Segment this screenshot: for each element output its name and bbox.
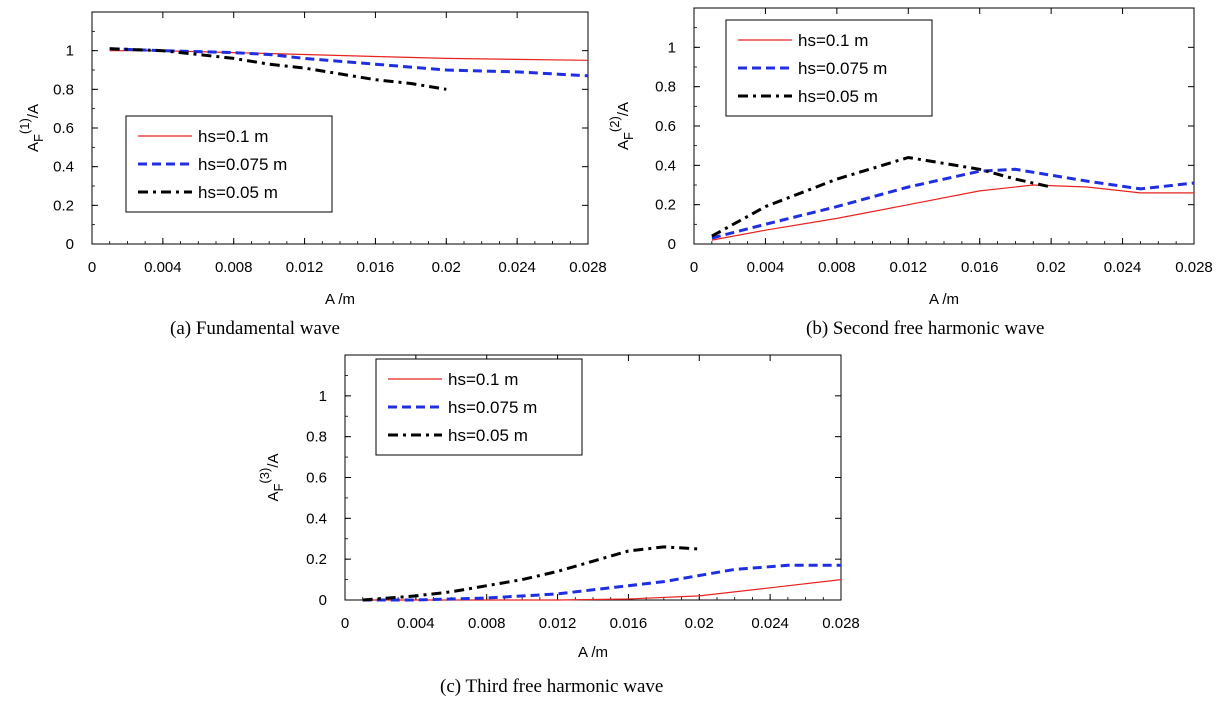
- x-tick-label: 0.004: [747, 259, 785, 276]
- x-tick-label: 0.016: [357, 259, 395, 276]
- series-line-3: [711, 155, 1052, 238]
- x-tick-label: 0.024: [1104, 259, 1142, 276]
- caption-b: (b) Second free harmonic wave: [806, 318, 1045, 339]
- chart-panel-b: 0 0.004 0.008 0.012 0.016 0.02 0.024 0.028 0 0.2 0…: [600, 0, 1231, 340]
- y-tick-label: 1: [668, 39, 676, 56]
- legend-label: hs=0.05 m: [198, 183, 278, 202]
- x-tick-label: 0: [88, 259, 96, 276]
- chart-svg-c: 0 0.004 0.008 0.012 0.016 0.02 0.024 0.028 0 0.2 0…: [257, 354, 860, 661]
- series-line-2: [711, 167, 1195, 240]
- y-tick-label: 0: [668, 236, 676, 253]
- x-tick-label: 0.012: [286, 259, 324, 276]
- legend-label: hs=0.1 m: [448, 370, 518, 389]
- x-tick-label: 0.02: [685, 615, 714, 632]
- x-tick-label: 0.02: [1037, 259, 1066, 276]
- x-tick-label: 0.028: [822, 615, 860, 632]
- y-tick-label: 0.8: [53, 81, 74, 98]
- y-tick-label: 0.2: [655, 197, 676, 214]
- y-tick-label: 1: [319, 388, 327, 405]
- y-tick-label: 0.4: [655, 157, 676, 174]
- legend-label: hs=0.1 m: [198, 127, 268, 146]
- y-axis-label: AF(2)/A: [607, 102, 636, 150]
- legend-label: hs=0.075 m: [198, 155, 287, 174]
- chart-panel-a: 0 0.004 0.008 0.012 0.016 0.02 0.024 0.028 0 0.2 0…: [0, 0, 620, 340]
- chart-svg-a: 0 0.004 0.008 0.012 0.016 0.02 0.024 0.028 0 0.2 0…: [17, 11, 607, 308]
- x-tick-label: 0.004: [144, 259, 182, 276]
- y-tick-label: 0.6: [306, 470, 327, 487]
- x-tick-label: 0.016: [610, 615, 648, 632]
- x-tick-label: 0.024: [498, 259, 536, 276]
- legend-label: hs=0.075 m: [798, 59, 887, 78]
- caption-a: (a) Fundamental wave: [170, 318, 340, 339]
- y-tick-label: 0.2: [53, 197, 74, 214]
- x-tick-label: 0.016: [961, 259, 999, 276]
- x-axis-label: A /m: [929, 291, 959, 308]
- x-tick-label: 0.008: [468, 615, 506, 632]
- chart-svg-b: 0 0.004 0.008 0.012 0.016 0.02 0.024 0.028 0 0.2 0…: [607, 7, 1213, 308]
- x-axis-label: A /m: [578, 644, 608, 661]
- x-tick-label: 0.012: [539, 615, 577, 632]
- series-line-3: [109, 47, 447, 91]
- series-line-3: [362, 545, 700, 602]
- y-axis-label: AF(3)/A: [257, 453, 286, 501]
- x-tick-label: 0.02: [432, 259, 461, 276]
- x-axis-label: A /m: [325, 291, 355, 308]
- legend-label: hs=0.05 m: [798, 87, 878, 106]
- legend-label: hs=0.1 m: [798, 31, 868, 50]
- caption-c: (c) Third free harmonic wave: [440, 676, 664, 697]
- x-tick-label: 0.028: [569, 259, 607, 276]
- y-tick-label: 0.2: [306, 551, 327, 568]
- x-tick-label: 0: [341, 615, 349, 632]
- series-line-2: [362, 563, 841, 602]
- y-tick-label: 1: [66, 43, 74, 60]
- x-tick-label: 0.028: [1175, 259, 1213, 276]
- chart-panel-c: 0 0.004 0.008 0.012 0.016 0.02 0.024 0.028 0 0.2 0…: [250, 345, 870, 685]
- series-line-1: [711, 184, 1194, 241]
- y-tick-label: 0: [319, 592, 327, 609]
- y-tick-label: 0.4: [53, 159, 74, 176]
- series-line-2: [109, 47, 589, 78]
- y-axis-label: AF(1)/A: [17, 104, 46, 152]
- legend-label: hs=0.05 m: [448, 426, 528, 445]
- x-tick-label: 0.008: [215, 259, 253, 276]
- legend-label: hs=0.075 m: [448, 398, 537, 417]
- y-tick-label: 0.6: [53, 120, 74, 137]
- y-tick-label: 0.4: [306, 510, 327, 527]
- x-tick-label: 0.008: [818, 259, 856, 276]
- y-tick-label: 0: [66, 236, 74, 253]
- y-tick-label: 0.6: [655, 118, 676, 135]
- series-line-1: [109, 50, 589, 61]
- y-tick-label: 0.8: [306, 429, 327, 446]
- y-tick-label: 0.8: [655, 79, 676, 96]
- x-tick-label: 0: [690, 259, 698, 276]
- x-tick-label: 0.024: [751, 615, 789, 632]
- x-tick-label: 0.004: [397, 615, 435, 632]
- x-tick-label: 0.012: [890, 259, 928, 276]
